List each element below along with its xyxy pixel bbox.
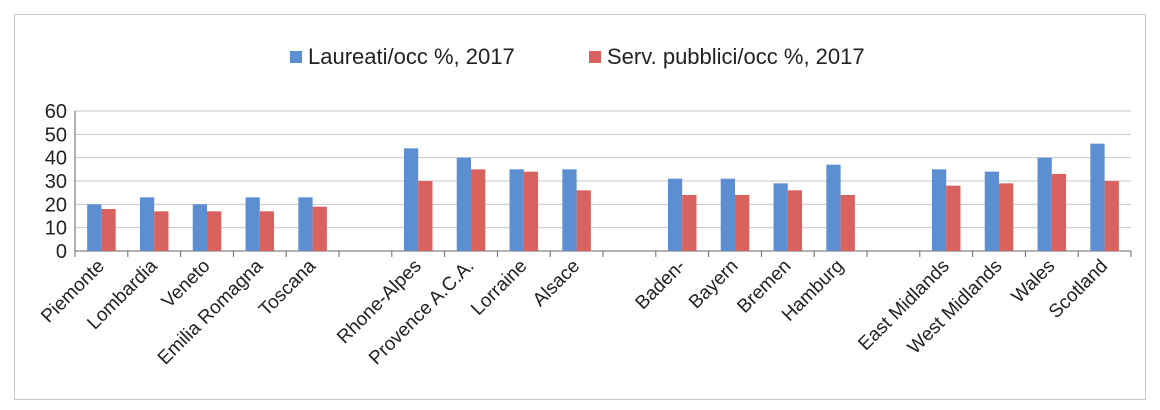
- x-tick-label: Wales: [1008, 256, 1060, 308]
- y-tick-label: 0: [56, 241, 67, 263]
- legend-swatch: [290, 51, 302, 63]
- x-tick-label: Baden-: [632, 256, 690, 314]
- bar-laureati: [826, 164, 841, 251]
- bar-laureati: [509, 169, 524, 251]
- bar-laureati: [1037, 157, 1052, 251]
- x-tick-label: Alsace: [529, 256, 584, 311]
- bar-laureati: [773, 183, 788, 251]
- bar-serv-pubblici: [576, 190, 591, 251]
- bar-laureati: [456, 157, 471, 251]
- bar-serv-pubblici: [207, 211, 222, 251]
- bar-laureati: [720, 178, 735, 251]
- y-tick-label: 50: [45, 124, 67, 146]
- bar-serv-pubblici: [1104, 181, 1119, 251]
- bar-laureati: [139, 197, 155, 251]
- bar-laureati: [667, 178, 683, 251]
- bar-serv-pubblici: [523, 171, 539, 251]
- bar-laureati: [245, 197, 260, 251]
- bar-laureati: [984, 171, 999, 251]
- legend-label: Laureati/occ %, 2017: [308, 44, 515, 69]
- bar-serv-pubblici: [999, 183, 1014, 251]
- x-tick-label: Lorraine: [467, 256, 531, 320]
- legend-label: Serv. pubblici/occ %, 2017: [607, 44, 865, 69]
- x-tick-label: Toscana: [255, 255, 320, 320]
- bar-serv-pubblici: [154, 211, 169, 251]
- chart-frame: Laureati/occ %, 2017 Serv. pubblici/occ %…: [14, 14, 1146, 400]
- bar-laureati: [192, 204, 207, 251]
- y-tick-label: 20: [45, 194, 67, 216]
- legend-swatch: [589, 51, 601, 63]
- bar-laureati: [403, 148, 419, 251]
- bar-serv-pubblici: [312, 206, 327, 251]
- bar-chart: Laureati/occ %, 2017 Serv. pubblici/occ %…: [37, 44, 1132, 369]
- y-tick-label: 10: [45, 218, 67, 240]
- bar-serv-pubblici: [471, 169, 486, 251]
- bar-serv-pubblici: [946, 185, 961, 251]
- bar-serv-pubblici: [840, 195, 855, 251]
- y-tick-label: 30: [45, 171, 67, 193]
- bar-serv-pubblici: [101, 209, 116, 251]
- bar-serv-pubblici: [259, 211, 275, 251]
- legend: Laureati/occ %, 2017 Serv. pubblici/occ %…: [290, 44, 865, 69]
- bar-laureati: [298, 197, 313, 251]
- gridlines: [75, 110, 1131, 252]
- bar-laureati: [1090, 143, 1105, 251]
- bar-laureati: [931, 169, 947, 251]
- x-tick-label: Scotland: [1045, 256, 1112, 323]
- bar-serv-pubblici: [418, 181, 433, 251]
- bar-serv-pubblici: [1051, 174, 1067, 251]
- y-tick-label: 40: [45, 148, 67, 170]
- bar-serv-pubblici: [735, 195, 750, 251]
- bars: [87, 143, 1119, 251]
- y-tick-label: 60: [45, 101, 67, 123]
- x-tick-label: East Midlands: [854, 256, 953, 355]
- bar-serv-pubblici: [682, 195, 697, 251]
- x-tick-label: West Midlands: [904, 256, 1007, 359]
- bar-laureati: [562, 169, 577, 251]
- bar-laureati: [87, 204, 102, 251]
- bar-serv-pubblici: [787, 190, 803, 251]
